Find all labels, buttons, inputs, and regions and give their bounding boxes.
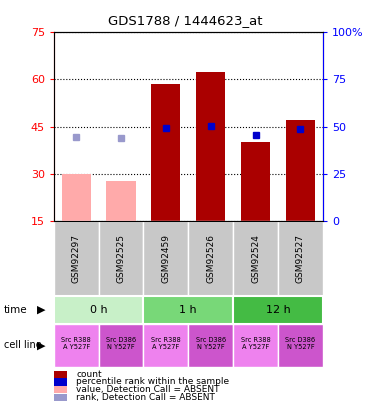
Text: GSM92297: GSM92297: [72, 234, 81, 283]
Bar: [233, 221, 278, 296]
Bar: [233, 296, 323, 324]
Text: Src R388
A Y527F: Src R388 A Y527F: [151, 337, 181, 350]
Bar: [106, 181, 136, 221]
Bar: [54, 221, 99, 296]
Bar: [241, 142, 270, 221]
Bar: [144, 324, 188, 367]
Text: Src D386
N Y527F: Src D386 N Y527F: [285, 337, 315, 350]
Text: rank, Detection Call = ABSENT: rank, Detection Call = ABSENT: [76, 393, 215, 402]
Text: cell line: cell line: [4, 340, 42, 350]
Bar: [144, 296, 233, 324]
Bar: [99, 221, 144, 296]
Text: GSM92527: GSM92527: [296, 234, 305, 283]
Bar: [196, 72, 225, 221]
Text: ▶: ▶: [37, 340, 46, 350]
Text: GDS1788 / 1444623_at: GDS1788 / 1444623_at: [108, 14, 263, 27]
Bar: [151, 84, 180, 221]
Text: count: count: [76, 370, 102, 379]
Text: 1 h: 1 h: [180, 305, 197, 315]
Bar: [99, 324, 144, 367]
Text: Src D386
N Y527F: Src D386 N Y527F: [106, 337, 136, 350]
Bar: [62, 174, 91, 221]
Text: 0 h: 0 h: [90, 305, 108, 315]
Bar: [278, 221, 323, 296]
Bar: [144, 221, 188, 296]
Text: GSM92524: GSM92524: [251, 234, 260, 283]
Text: time: time: [4, 305, 27, 315]
Text: 12 h: 12 h: [266, 305, 290, 315]
Bar: [233, 324, 278, 367]
Text: Src D386
N Y527F: Src D386 N Y527F: [196, 337, 226, 350]
Text: GSM92526: GSM92526: [206, 234, 215, 283]
Text: GSM92525: GSM92525: [116, 234, 125, 283]
Bar: [278, 324, 323, 367]
Text: Src R388
A Y527F: Src R388 A Y527F: [241, 337, 270, 350]
Text: Src R388
A Y527F: Src R388 A Y527F: [61, 337, 91, 350]
Bar: [286, 120, 315, 221]
Text: percentile rank within the sample: percentile rank within the sample: [76, 377, 229, 386]
Text: GSM92459: GSM92459: [161, 234, 170, 283]
Bar: [54, 296, 144, 324]
Text: ▶: ▶: [37, 305, 46, 315]
Bar: [188, 324, 233, 367]
Text: value, Detection Call = ABSENT: value, Detection Call = ABSENT: [76, 385, 220, 394]
Bar: [54, 324, 99, 367]
Bar: [188, 221, 233, 296]
